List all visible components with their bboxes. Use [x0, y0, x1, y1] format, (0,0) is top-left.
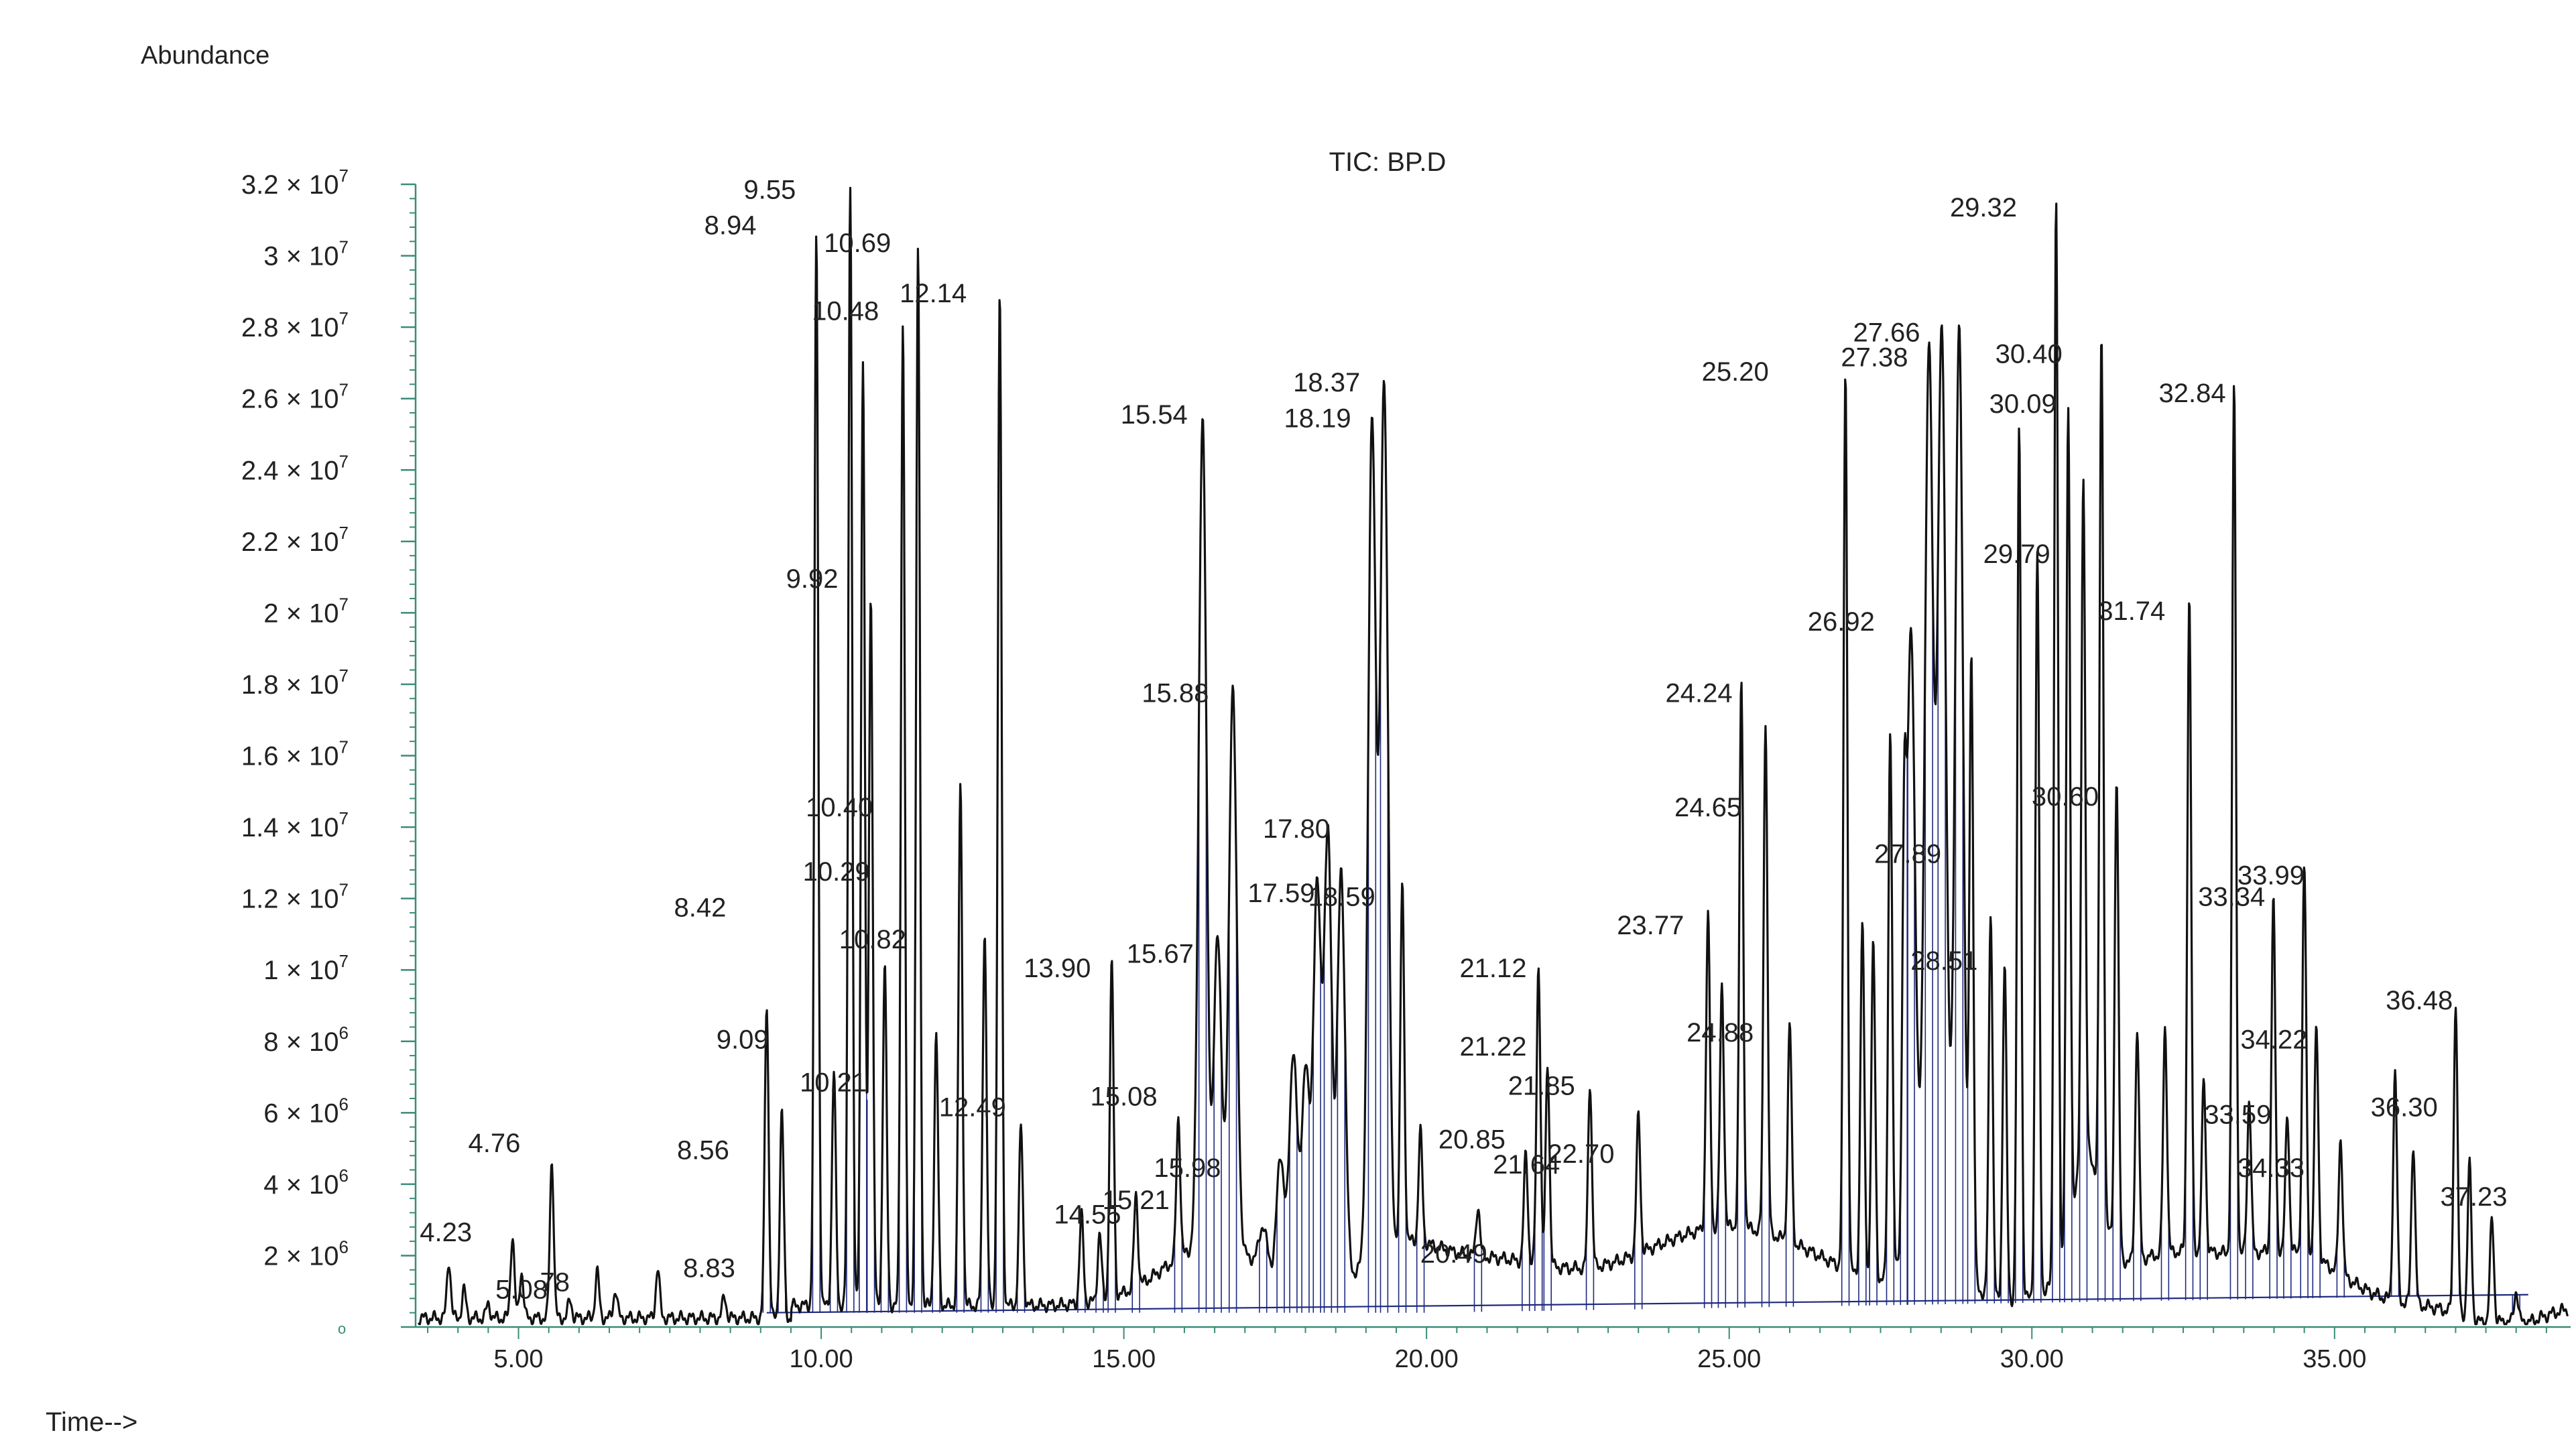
peak-label: 20.49: [1420, 1239, 1487, 1269]
peak-label: 29.32: [1950, 193, 2017, 223]
peak-label: 24.65: [1674, 793, 1741, 822]
y-tick-label: 1.2 × 107: [241, 880, 349, 914]
y-tick-label: 2.4 × 107: [241, 451, 349, 485]
peak-label: 31.74: [2098, 596, 2165, 626]
peak-label: 10.40: [806, 793, 873, 822]
y-tick-label: 1.4 × 107: [241, 808, 349, 842]
integration-baseline: [766, 1294, 2528, 1314]
peak-label: 4.76: [468, 1129, 520, 1158]
y-tick-label: 1.6 × 107: [241, 737, 349, 771]
peak-label: 36.30: [2371, 1093, 2438, 1123]
y-tick-label: 2 × 107: [263, 594, 349, 628]
peak-label: 27.66: [1853, 318, 1920, 347]
peak-label: 15.54: [1121, 400, 1188, 430]
y-axis-title: Abundance: [141, 42, 269, 70]
y-tick-label: o: [338, 1320, 346, 1337]
axis-layer: 5.00 10.00 15.00 20.00 25.00 30.00 35.00 3.2 × …: [241, 166, 2571, 1373]
x-tick-label: 15.00: [1092, 1345, 1156, 1373]
peak-label: 15.67: [1127, 940, 1194, 969]
peak-label: 14.55: [1054, 1200, 1121, 1229]
peak-label: 15.21: [1103, 1186, 1170, 1215]
x-tick-label: 10.00: [790, 1345, 853, 1373]
x-tick-label: 35.00: [2303, 1345, 2366, 1373]
peak-label: 9.09: [717, 1025, 769, 1054]
peak-label: 33.99: [2237, 861, 2305, 890]
peak-label: 33.59: [2204, 1100, 2271, 1129]
peak-label: 12.14: [900, 279, 967, 308]
peak-label: 29.79: [1983, 540, 2050, 569]
y-tick-label: 1 × 107: [263, 951, 349, 985]
y-tick-label: 2 × 106: [263, 1237, 349, 1271]
peak-label: 10.69: [824, 229, 891, 258]
peak-label: 32.84: [2159, 379, 2226, 408]
y-tick-label: 3 × 107: [263, 237, 349, 271]
peak-label: 24.88: [1686, 1018, 1754, 1048]
peak-label: 26.92: [1808, 607, 1875, 637]
peak-label: 10.29: [803, 857, 870, 887]
peak-label: 8.56: [677, 1136, 729, 1165]
peak-label: 18.37: [1293, 368, 1360, 397]
peak-label: 8.42: [674, 893, 727, 922]
peak-label: 23.77: [1617, 911, 1684, 940]
x-tick-label: 5.00: [494, 1345, 544, 1373]
y-tick-label: 3.2 × 107: [241, 166, 349, 200]
y-tick-label: 2.6 × 107: [241, 380, 349, 414]
peak-label: 8.94: [704, 211, 757, 241]
peak-label: 37.23: [2440, 1182, 2507, 1212]
peak-label: 10.82: [839, 925, 906, 954]
peak-label: 27.89: [1874, 839, 1941, 869]
peak-label: 15.08: [1091, 1082, 1158, 1112]
x-axis-title: Time-->: [46, 1407, 137, 1437]
peak-label: 9.55: [743, 175, 796, 204]
x-tick-label: 20.00: [1395, 1345, 1459, 1373]
peak-label: 18.59: [1308, 882, 1375, 911]
peak-label: 21.85: [1508, 1072, 1575, 1101]
peak-label: 78: [540, 1268, 570, 1298]
peak-label: 13.90: [1024, 954, 1091, 983]
y-tick-label: 8 × 106: [263, 1023, 349, 1057]
peak-label: 21.64: [1493, 1150, 1560, 1180]
peak-label: 15.98: [1154, 1153, 1221, 1183]
chart-title: TIC: BP.D: [1329, 147, 1447, 177]
peak-label: 12.49: [939, 1093, 1006, 1123]
peak-label: 36.48: [2386, 986, 2453, 1015]
peak-label: 33.34: [2198, 882, 2265, 911]
peak-label: 34.33: [2237, 1153, 2305, 1183]
peak-label: 18.19: [1284, 403, 1351, 433]
peak-label: 17.59: [1247, 879, 1314, 908]
y-tick-label: 2.2 × 107: [241, 523, 349, 557]
y-tick-label: 1.8 × 107: [241, 666, 349, 700]
peak-label: 10.48: [812, 296, 879, 326]
x-tick-label: 30.00: [2000, 1345, 2064, 1373]
peak-label: 28.51: [1910, 946, 1977, 976]
peak-label: 8.83: [683, 1253, 735, 1283]
peak-label: 21.12: [1459, 954, 1526, 983]
peak-label: 20.85: [1438, 1125, 1506, 1155]
peak-label: 21.22: [1459, 1032, 1526, 1062]
peak-label: 24.24: [1665, 679, 1732, 708]
peak-label: 22.70: [1547, 1139, 1614, 1169]
peak-label: 27.38: [1841, 343, 1908, 373]
y-tick-label: 4 × 106: [263, 1165, 349, 1200]
peak-label: 15.88: [1142, 679, 1209, 708]
x-tick-label: 25.00: [1697, 1345, 1761, 1373]
peak-label: 9.92: [786, 564, 839, 594]
peak-label: 30.09: [1989, 389, 2057, 419]
y-tick-label: 2.8 × 107: [241, 308, 349, 342]
peak-label: 4.23: [420, 1218, 472, 1247]
tic-trace-line: [418, 186, 2569, 1326]
peak-label: 17.80: [1263, 814, 1330, 844]
peak-label: 30.60: [2032, 782, 2099, 812]
peak-label: 10.21: [800, 1068, 867, 1097]
peak-label: 25.20: [1702, 357, 1769, 387]
peak-label: 34.22: [2240, 1025, 2307, 1054]
y-tick-label: 6 × 106: [263, 1094, 349, 1128]
peak-label: 30.40: [1996, 339, 2063, 369]
peak-label: 5.08: [495, 1275, 548, 1304]
